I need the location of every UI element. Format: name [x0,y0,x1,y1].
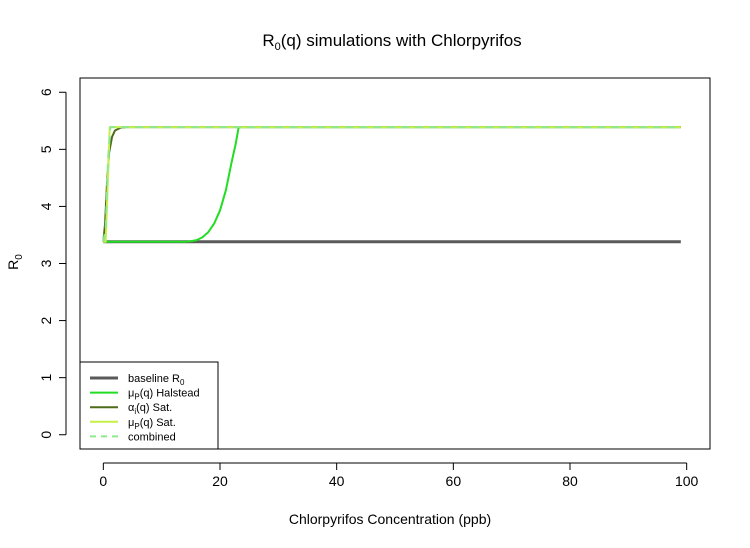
legend-label-5: combined [128,431,176,443]
legend-label-1: baseline R0 [128,373,185,387]
y-tick-label: 1 [38,374,54,382]
y-tick-label: 6 [38,88,54,96]
x-tick-label: 20 [212,473,228,489]
y-axis-label: R0 [5,254,25,270]
y-tick-label: 3 [38,259,54,267]
y-tick-label: 5 [38,145,54,153]
legend-label-4: μP(q) Sat. [128,417,176,431]
y-tick-label: 2 [38,316,54,324]
chart-title: R0(q) simulations with Chlorpyrifos [262,31,521,53]
x-axis-label: Chlorpyrifos Concentration (ppb) [289,511,491,527]
legend-label-3: αi(q) Sat. [128,402,172,416]
x-tick-label: 0 [99,473,107,489]
x-tick-label: 60 [446,473,462,489]
series-line-5 [102,126,681,242]
x-tick-label: 80 [562,473,578,489]
series-line-4 [103,126,681,243]
series-group [102,126,681,244]
x-tick-label: 40 [329,473,345,489]
series-line-3 [102,126,681,242]
y-tick-label: 4 [38,202,54,210]
x-tick-label: 100 [675,473,699,489]
axes: 0 20 40 60 80 100 0 1 2 3 4 5 6 [38,88,699,489]
legend-label-2: μP(q) Halstead [128,388,200,402]
y-tick-label: 0 [38,431,54,439]
plot-frame [79,77,711,450]
series-line-2 [103,126,681,243]
